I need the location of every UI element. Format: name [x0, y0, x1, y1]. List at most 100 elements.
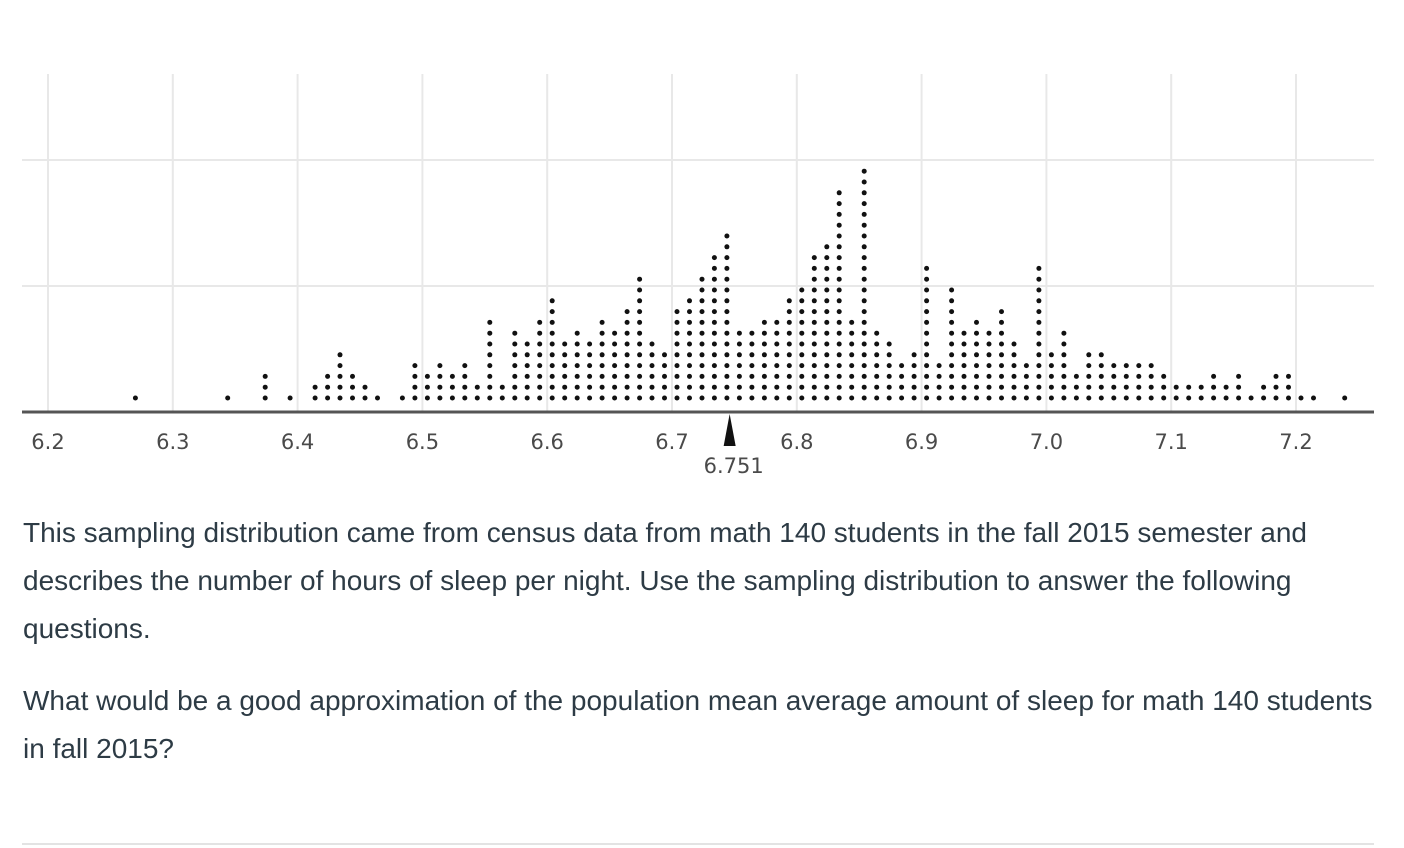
- data-dot: [949, 319, 955, 325]
- data-dot: [1011, 395, 1017, 401]
- data-dot: [674, 309, 680, 315]
- grid-lines: [22, 74, 1374, 412]
- data-dot: [949, 395, 955, 401]
- data-dot: [836, 363, 842, 369]
- data-dot: [512, 341, 518, 347]
- data-dot: [537, 373, 543, 379]
- data-dot: [711, 255, 717, 261]
- data-dot: [637, 287, 643, 293]
- data-dot: [999, 341, 1004, 347]
- data-dot: [924, 298, 930, 304]
- data-dot: [1086, 363, 1092, 369]
- data-dot: [861, 287, 867, 293]
- mean-marker: 6.751: [704, 414, 764, 478]
- data-dot: [599, 341, 605, 347]
- data-dot: [1086, 352, 1092, 358]
- data-dot: [1011, 373, 1017, 379]
- data-dot: [949, 287, 955, 293]
- data-dot: [824, 352, 830, 358]
- data-dot: [874, 352, 880, 358]
- data-dot: [999, 352, 1004, 358]
- data-dot: [1011, 352, 1017, 358]
- data-dot: [687, 319, 692, 325]
- data-dot: [724, 255, 730, 261]
- divider: [22, 843, 1374, 845]
- data-dot: [874, 373, 880, 379]
- x-tick-label: 7.1: [1154, 430, 1187, 454]
- data-dot: [337, 373, 343, 379]
- data-dot: [711, 309, 717, 315]
- data-dot: [949, 384, 955, 390]
- data-dot: [474, 384, 480, 390]
- data-dot: [861, 309, 867, 315]
- data-dot: [1273, 384, 1279, 390]
- data-dot: [824, 319, 830, 325]
- data-dot: [986, 363, 992, 369]
- x-tick-label: 6.5: [406, 430, 439, 454]
- data-dot: [986, 395, 992, 401]
- data-dot: [312, 395, 318, 401]
- data-dot: [612, 363, 618, 369]
- data-dot: [662, 373, 667, 379]
- data-dot: [974, 373, 979, 379]
- data-dot: [262, 384, 268, 390]
- data-dot: [999, 395, 1004, 401]
- data-dot: [637, 363, 643, 369]
- data-dot: [674, 373, 680, 379]
- data-dot: [749, 384, 755, 390]
- data-dot: [549, 373, 555, 379]
- data-dot: [874, 341, 880, 347]
- data-dot: [687, 395, 692, 401]
- data-dot: [986, 352, 992, 358]
- data-dot: [549, 363, 555, 369]
- data-dot: [487, 341, 493, 347]
- data-dot: [836, 298, 842, 304]
- data-dot: [1111, 363, 1117, 369]
- data-dot: [1236, 395, 1242, 401]
- data-dot: [512, 395, 518, 401]
- data-dot: [749, 363, 755, 369]
- data-dot: [662, 384, 667, 390]
- data-dot: [999, 363, 1004, 369]
- data-dot: [587, 341, 593, 347]
- data-dot: [1011, 384, 1017, 390]
- data-dot: [786, 373, 792, 379]
- data-dot: [1061, 395, 1067, 401]
- data-dot: [849, 384, 855, 390]
- data-dot: [836, 341, 842, 347]
- data-dot: [849, 352, 855, 358]
- data-dot: [824, 373, 830, 379]
- data-dot: [724, 330, 730, 336]
- data-dot: [761, 330, 767, 336]
- data-dot: [724, 352, 730, 358]
- data-dot: [924, 373, 930, 379]
- x-tick-label: 6.7: [655, 430, 688, 454]
- data-dot: [811, 287, 817, 293]
- data-dot: [761, 395, 767, 401]
- data-dot: [861, 395, 867, 401]
- data-dot: [687, 384, 692, 390]
- data-dot: [624, 384, 630, 390]
- data-dot: [811, 384, 817, 390]
- data-dot: [974, 363, 979, 369]
- data-dot: [849, 319, 855, 325]
- data-dot: [861, 352, 867, 358]
- data-dot: [1148, 384, 1154, 390]
- data-dot: [811, 363, 817, 369]
- data-dot: [437, 384, 443, 390]
- data-dot: [612, 373, 618, 379]
- data-dot: [637, 352, 643, 358]
- data-dot: [549, 298, 555, 304]
- data-dot: [699, 373, 705, 379]
- data-dot: [711, 287, 717, 293]
- data-dot: [974, 395, 979, 401]
- data-dot: [487, 384, 493, 390]
- data-dot: [1136, 373, 1142, 379]
- data-dot: [936, 363, 942, 369]
- data-dot: [899, 395, 905, 401]
- data-dot: [412, 363, 418, 369]
- data-dot: [699, 309, 705, 315]
- data-dot: [861, 363, 867, 369]
- data-dot: [424, 395, 430, 401]
- data-dot: [711, 363, 717, 369]
